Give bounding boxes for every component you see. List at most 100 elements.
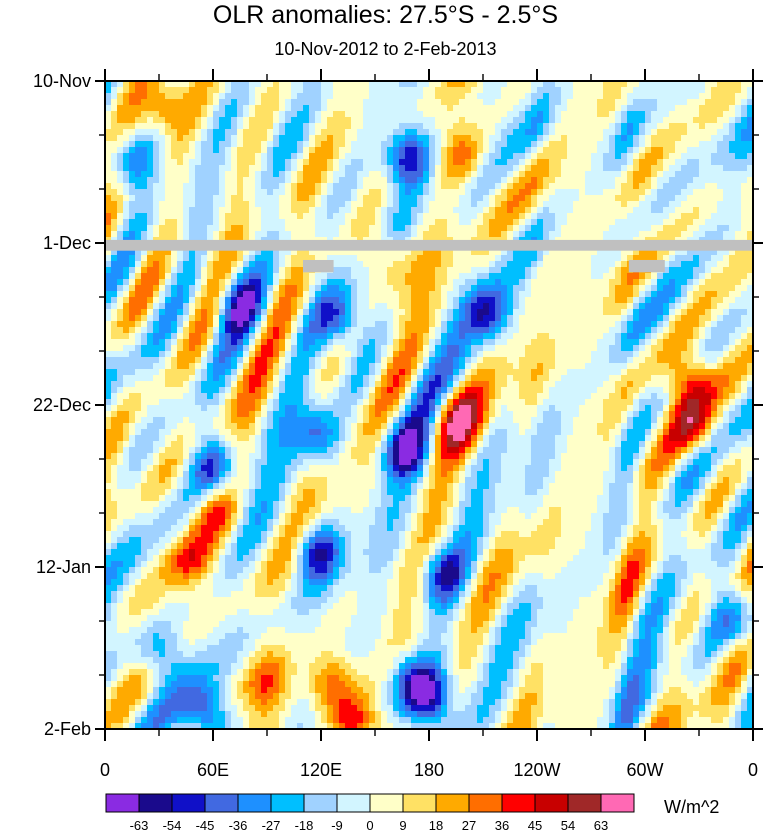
field-cell: [129, 261, 136, 268]
field-cell: [615, 219, 622, 226]
field-cell: [207, 285, 214, 292]
field-cell: [705, 165, 712, 172]
field-cell: [183, 171, 190, 178]
field-cell: [261, 129, 268, 136]
field-cell: [165, 219, 172, 226]
field-cell: [699, 201, 706, 208]
field-cell: [411, 285, 418, 292]
field-cell: [153, 123, 160, 130]
field-cell: [399, 93, 406, 100]
field-cell: [477, 273, 484, 280]
field-cell: [279, 225, 286, 232]
field-cell: [393, 291, 400, 298]
field-cell: [267, 213, 274, 220]
field-cell: [495, 177, 502, 184]
field-cell: [315, 297, 322, 304]
field-cell: [111, 249, 118, 256]
field-cell: [213, 87, 220, 94]
field-cell: [189, 327, 196, 334]
field-cell: [525, 117, 532, 124]
field-cell: [567, 171, 574, 178]
field-cell: [519, 93, 526, 100]
field-cell: [411, 279, 418, 286]
field-cell: [525, 231, 532, 238]
field-cell: [183, 93, 190, 100]
field-cell: [621, 351, 628, 358]
field-cell: [267, 105, 274, 112]
field-cell: [525, 111, 532, 118]
field-cell: [159, 297, 166, 304]
field-cell: [393, 255, 400, 262]
field-cell: [123, 93, 130, 100]
field-cell: [639, 333, 646, 340]
field-cell: [723, 123, 730, 130]
field-cell: [465, 111, 472, 118]
field-cell: [195, 315, 202, 322]
field-cell: [285, 141, 292, 148]
field-cell: [579, 231, 586, 238]
field-cell: [471, 147, 478, 154]
field-cell: [573, 321, 580, 328]
field-cell: [681, 309, 688, 316]
field-cell: [399, 129, 406, 136]
field-cell: [423, 189, 430, 196]
field-cell: [513, 135, 520, 142]
field-cell: [315, 333, 322, 340]
field-cell: [237, 225, 244, 232]
field-cell: [369, 141, 376, 148]
field-cell: [255, 267, 262, 274]
field-cell: [231, 111, 238, 118]
field-cell: [387, 225, 394, 232]
field-cell: [555, 117, 562, 124]
field-cell: [159, 225, 166, 232]
field-cell: [675, 255, 682, 262]
field-cell: [375, 177, 382, 184]
field-cell: [141, 159, 148, 166]
field-cell: [261, 273, 268, 280]
field-cell: [219, 87, 226, 94]
field-cell: [591, 159, 598, 166]
field-cell: [717, 339, 724, 346]
field-cell: [537, 159, 544, 166]
field-cell: [375, 327, 382, 334]
field-cell: [459, 273, 466, 280]
field-cell: [747, 267, 754, 274]
field-cell: [423, 135, 430, 142]
field-cell: [513, 117, 520, 124]
field-cell: [615, 141, 622, 148]
field-cell: [339, 315, 346, 322]
field-cell: [333, 249, 340, 256]
field-cell: [561, 159, 568, 166]
field-cell: [351, 81, 358, 88]
field-cell: [357, 201, 364, 208]
field-cell: [267, 309, 274, 316]
field-cell: [483, 321, 490, 328]
field-cell: [663, 177, 670, 184]
field-cell: [147, 291, 154, 298]
field-cell: [597, 327, 604, 334]
field-cell: [711, 99, 718, 106]
field-cell: [141, 309, 148, 316]
field-cell: [441, 279, 448, 286]
field-cell: [741, 255, 748, 262]
field-cell: [393, 105, 400, 112]
field-cell: [537, 255, 544, 262]
field-cell: [459, 225, 466, 232]
field-cell: [651, 81, 658, 88]
field-cell: [279, 153, 286, 160]
field-cell: [579, 261, 586, 268]
field-cell: [111, 327, 118, 334]
field-cell: [471, 273, 478, 280]
field-cell: [129, 279, 136, 286]
field-cell: [357, 225, 364, 232]
field-cell: [117, 153, 124, 160]
field-cell: [123, 159, 130, 166]
field-cell: [159, 93, 166, 100]
field-cell: [147, 357, 154, 364]
field-cell: [669, 195, 676, 202]
field-cell: [639, 93, 646, 100]
field-cell: [663, 195, 670, 202]
field-cell: [441, 225, 448, 232]
field-cell: [579, 195, 586, 202]
field-cell: [693, 231, 700, 238]
